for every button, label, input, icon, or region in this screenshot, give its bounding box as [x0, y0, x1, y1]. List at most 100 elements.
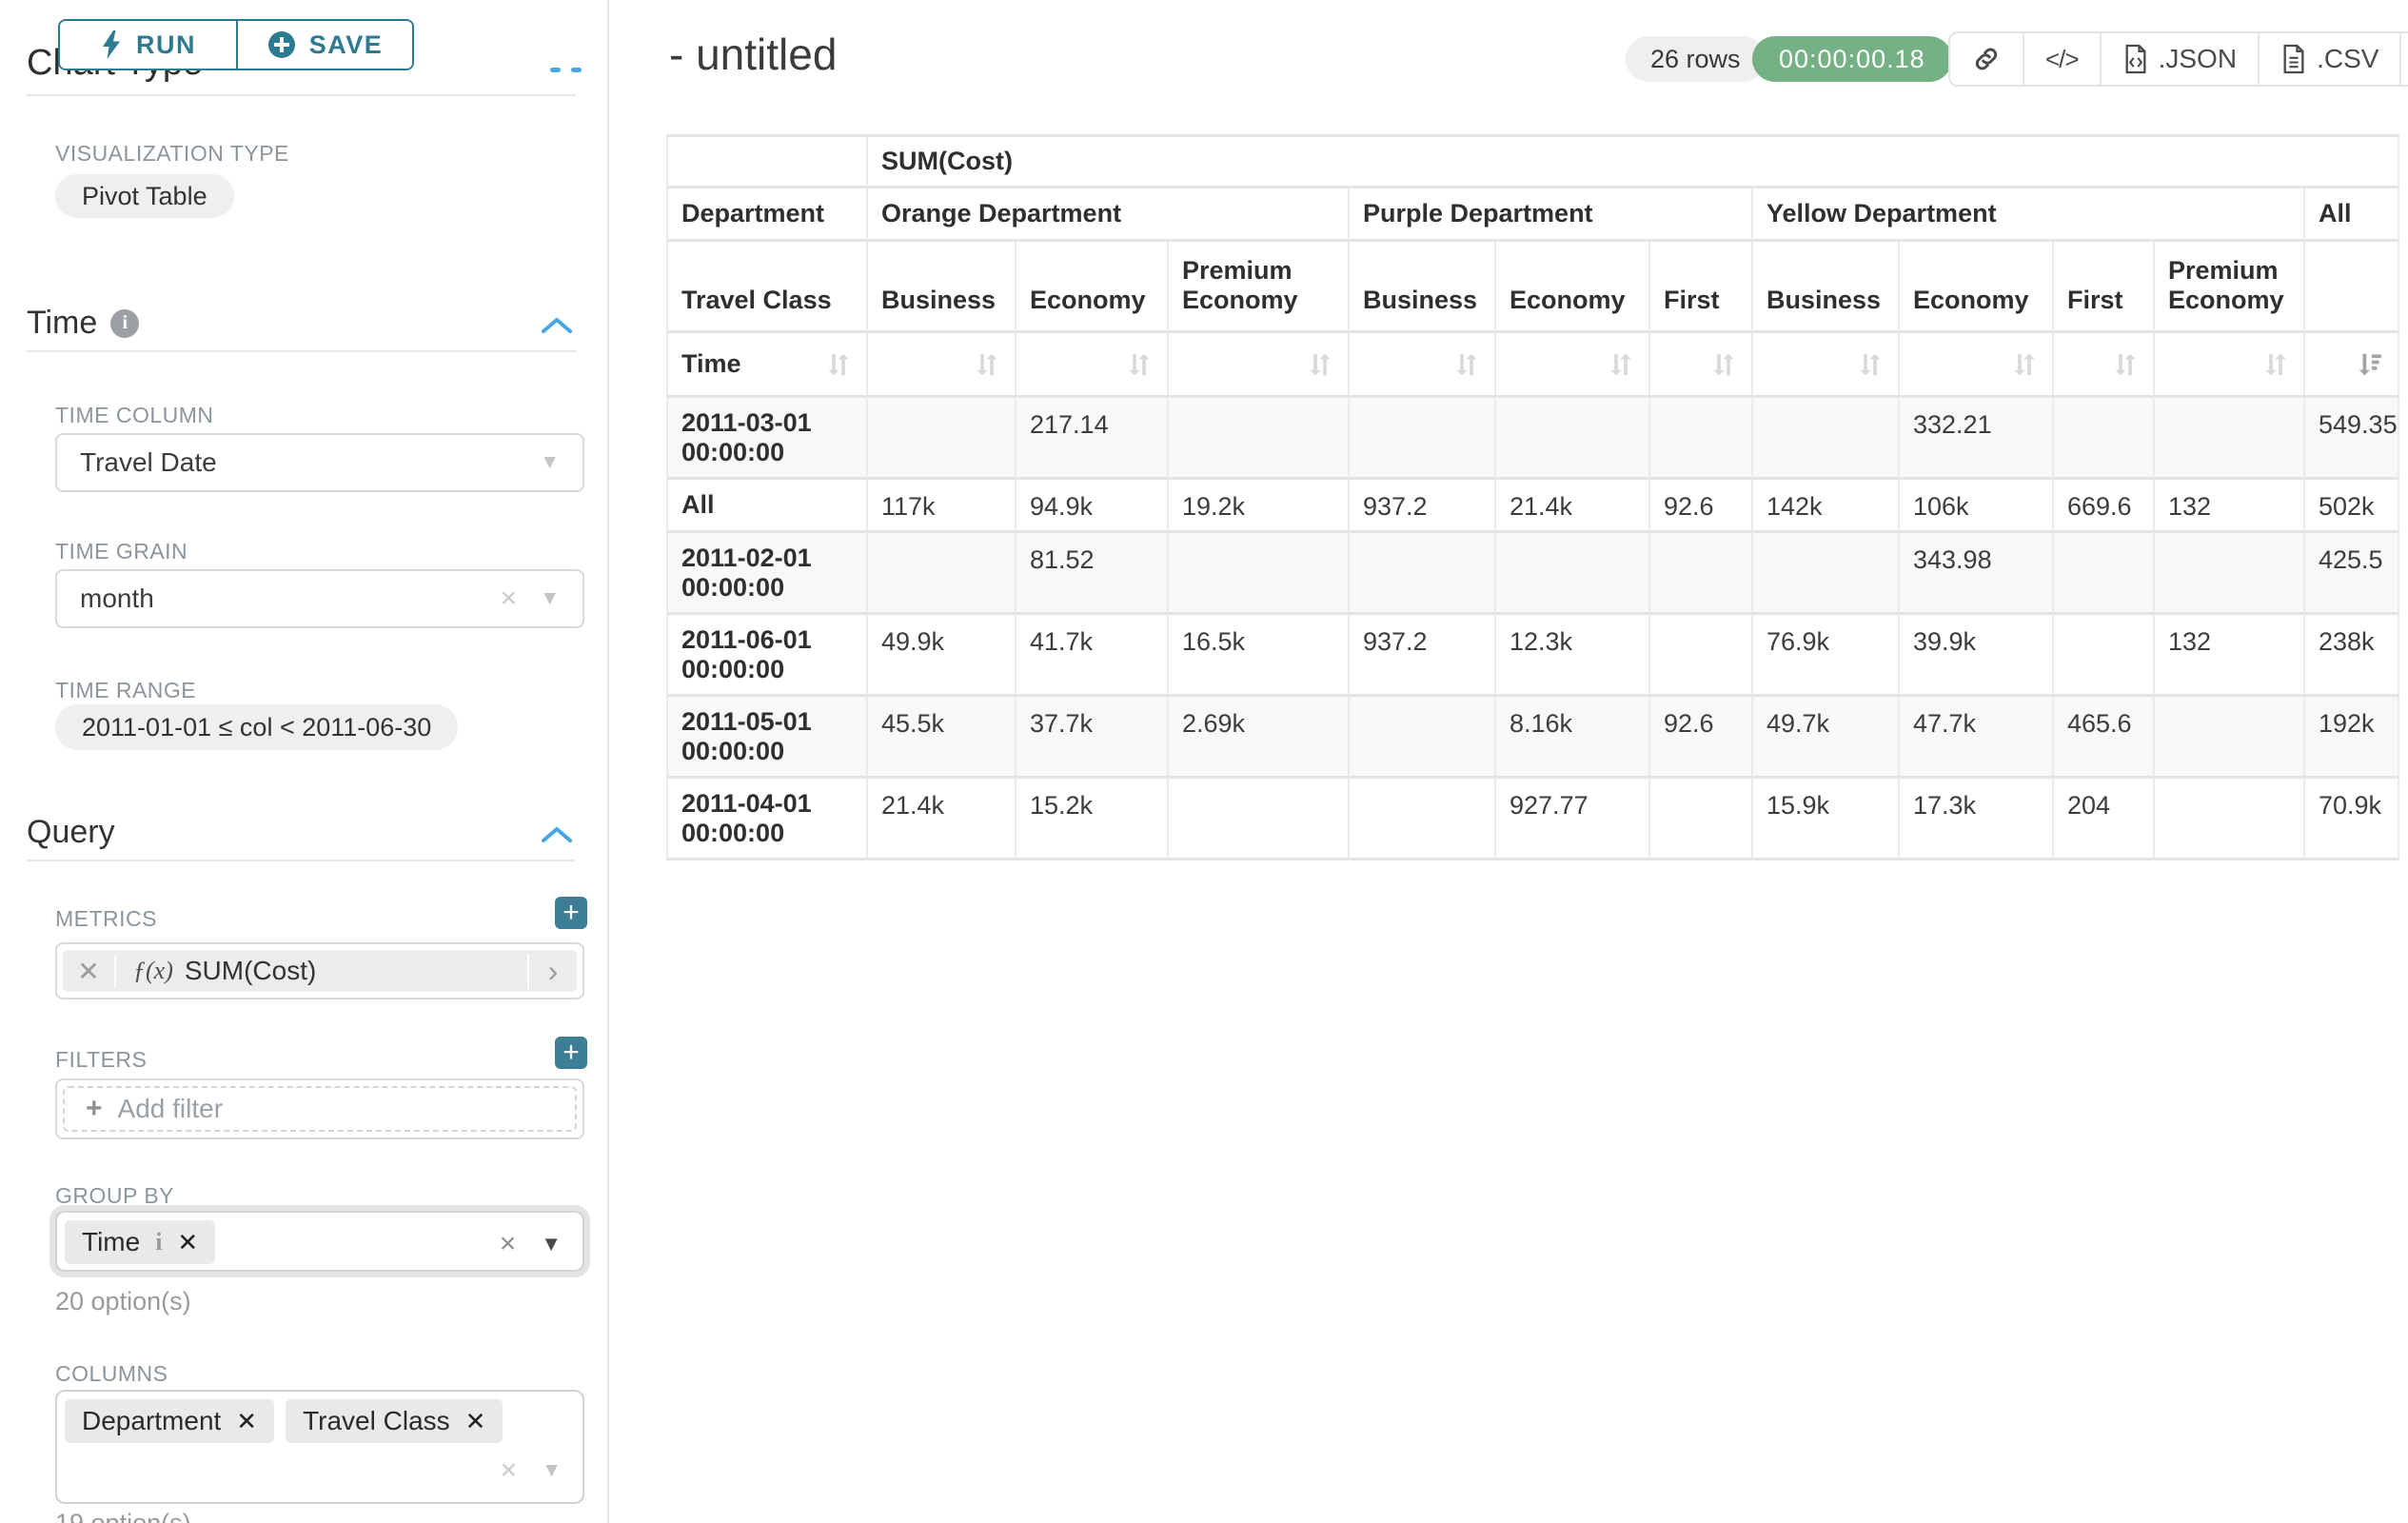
groupby-chip-time[interactable]: Time i ✕	[65, 1220, 216, 1264]
group-by-select[interactable]: Time i ✕ × ▼	[55, 1211, 584, 1272]
sort-toggle-icon[interactable]	[973, 350, 1001, 379]
travel-class-header: Premium Economy	[1169, 242, 1350, 333]
pivot-value-cell: 94.9k	[1016, 480, 1169, 533]
visualization-type-value[interactable]: Pivot Table	[55, 174, 234, 218]
travel-class-header-row: Travel Class Business Economy Premium Econo…	[668, 242, 2400, 333]
sort-toggle-icon[interactable]	[2010, 350, 2039, 379]
export-json-button[interactable]: .JSON	[2099, 33, 2258, 85]
pivot-value-cell: 15.9k	[1753, 779, 1900, 860]
clear-icon[interactable]: ×	[500, 583, 518, 614]
pivot-value-cell: 465.6	[2054, 697, 2155, 779]
time-section-header[interactable]: Time i	[27, 305, 140, 342]
chevron-up-icon[interactable]	[541, 825, 573, 844]
query-section-header[interactable]: Query	[27, 814, 115, 850]
view-query-button[interactable]: </>	[2023, 33, 2100, 85]
pivot-value-cell: 192k	[2305, 697, 2400, 779]
pivot-value-cell	[2054, 398, 2155, 480]
pivot-value-cell: 549.35	[2305, 398, 2400, 480]
sort-toggle-icon[interactable]	[1607, 350, 1635, 379]
travel-class-header: Economy	[1016, 242, 1169, 333]
time-range-value[interactable]: 2011-01-01 ≤ col < 2011-06-30	[55, 704, 459, 750]
pivot-value-cell: 81.52	[1016, 533, 1169, 615]
time-grain-select[interactable]: month × ▼	[55, 569, 584, 628]
sort-header-cell	[1753, 333, 1900, 398]
metric-chip[interactable]: ✕ ƒ(x) SUM(Cost) ›	[63, 950, 577, 992]
add-filter-button[interactable]: + Add filter	[63, 1086, 577, 1132]
sort-toggle-icon[interactable]	[824, 350, 853, 379]
sort-desc-icon[interactable]	[2356, 350, 2384, 379]
department-group-header: Yellow Department	[1753, 188, 2305, 242]
save-button[interactable]: SAVE	[236, 21, 412, 69]
chevron-right-icon[interactable]: ›	[527, 953, 577, 989]
share-link-button[interactable]	[1950, 33, 2023, 85]
remove-chip-icon[interactable]: ✕	[177, 1227, 199, 1256]
filters-label: FILTERS	[55, 1047, 148, 1072]
pivot-value-cell	[868, 398, 1016, 480]
sort-toggle-icon[interactable]	[1709, 350, 1738, 379]
pivot-value-cell	[1753, 398, 1900, 480]
remove-metric-icon[interactable]: ✕	[63, 955, 116, 987]
add-metric-button[interactable]: +	[555, 897, 587, 929]
pivot-value-cell: 76.9k	[1753, 615, 1900, 697]
info-icon: i	[155, 1228, 163, 1256]
sort-toggle-icon[interactable]	[1856, 350, 1885, 379]
file-text-icon	[2283, 44, 2304, 74]
export-csv-button[interactable]: .CSV	[2258, 33, 2399, 85]
pivot-value-cell: 70.9k	[2305, 779, 2400, 860]
time-column-select[interactable]: Travel Date ▼	[55, 433, 584, 492]
department-group-header: All	[2305, 188, 2400, 242]
pivot-value-cell: 937.2	[1350, 615, 1496, 697]
pivot-value-cell	[1650, 398, 1753, 480]
pivot-value-cell	[868, 533, 1016, 615]
remove-chip-icon[interactable]: ✕	[464, 1406, 486, 1435]
remove-chip-icon[interactable]: ✕	[236, 1406, 258, 1435]
pivot-value-cell: 927.77	[1496, 779, 1650, 860]
sort-toggle-icon[interactable]	[2261, 350, 2290, 379]
pivot-value-cell	[2155, 779, 2305, 860]
pivot-value-cell: 45.5k	[868, 697, 1016, 779]
pivot-value-cell: 19.2k	[1169, 480, 1350, 533]
pivot-value-cell: 21.4k	[1496, 480, 1650, 533]
corner-cell	[668, 137, 868, 188]
travel-class-header: Premium Economy	[2155, 242, 2305, 333]
pivot-value-cell	[1496, 533, 1650, 615]
travel-class-header: Business	[868, 242, 1016, 333]
sort-toggle-icon[interactable]	[1306, 350, 1334, 379]
travel-class-header: Business	[1350, 242, 1496, 333]
pivot-row: All 117k 94.9k 19.2k 937.2 21.4k 92.6 142k 106k 6…	[668, 480, 2400, 533]
pivot-value-cell	[1350, 697, 1496, 779]
chart-title[interactable]: - untitled	[669, 30, 838, 79]
columns-select[interactable]: Department ✕ Travel Class ✕ × ▼	[55, 1390, 584, 1504]
sort-toggle-icon[interactable]	[1125, 350, 1154, 379]
pivot-value-cell: 132	[2155, 615, 2305, 697]
travel-class-header: Business	[1753, 242, 1900, 333]
clear-icon[interactable]: ×	[500, 1454, 518, 1486]
pivot-value-cell	[1650, 779, 1753, 860]
info-icon: i	[110, 308, 140, 338]
run-button[interactable]: RUN	[60, 21, 236, 69]
pivot-value-cell	[1169, 779, 1350, 860]
columns-chip-travel-class[interactable]: Travel Class ✕	[286, 1399, 503, 1443]
time-column-label: TIME COLUMN	[55, 403, 214, 427]
divider	[27, 350, 576, 352]
pivot-row: 2011-02-01 00:00:00 81.52 343.98 425.5	[668, 533, 2400, 615]
department-axis-label: Department	[668, 188, 868, 242]
pivot-value-cell	[2054, 615, 2155, 697]
clear-icon[interactable]: ×	[499, 1228, 517, 1259]
pivot-value-cell	[2155, 398, 2305, 480]
add-filter-plus-button[interactable]: +	[555, 1037, 587, 1069]
pivot-value-cell: 425.5	[2305, 533, 2400, 615]
travel-class-axis-label: Travel Class	[668, 242, 868, 333]
pivot-table-container[interactable]: SUM(Cost) Department Orange Department Purp…	[666, 134, 2401, 860]
plus-circle-icon	[267, 31, 295, 58]
collapsed-chevron-fragment	[571, 68, 582, 72]
sort-toggle-icon[interactable]	[1452, 350, 1481, 379]
chevron-up-icon[interactable]	[541, 316, 573, 335]
caret-down-icon: ▼	[541, 1232, 562, 1256]
pivot-value-cell: 217.14	[1016, 398, 1169, 480]
columns-chip-department[interactable]: Department ✕	[65, 1399, 275, 1443]
menu-button[interactable]	[2399, 33, 2408, 85]
pivot-value-cell: 49.9k	[868, 615, 1016, 697]
sort-toggle-icon[interactable]	[2111, 350, 2140, 379]
